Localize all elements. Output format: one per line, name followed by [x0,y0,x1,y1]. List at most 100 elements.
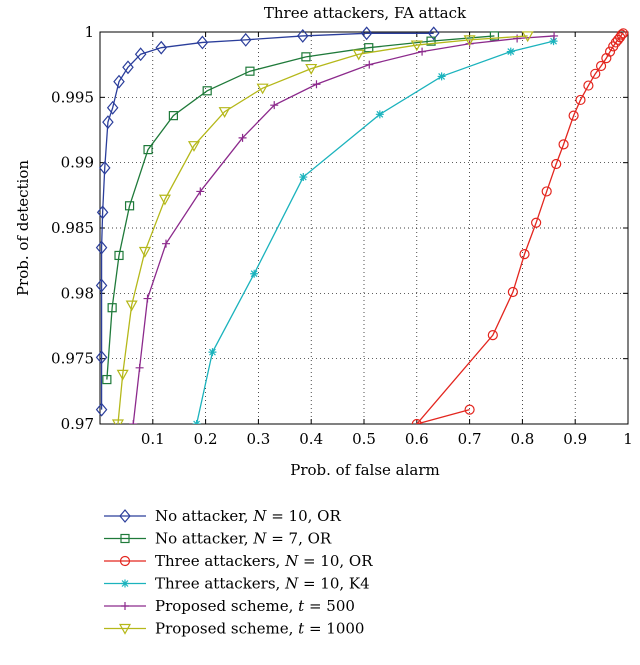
data-point [208,348,217,357]
data-point [196,35,209,50]
series-group [102,31,500,385]
data-point [218,107,231,118]
data-point [116,369,129,381]
legend-label: Three attackers, N = 10, OR [155,552,373,570]
data-point [121,579,129,588]
series-line [117,35,528,424]
data-point [427,26,440,41]
legend-label: Proposed scheme, t = 1000 [155,620,364,638]
legend-item: Proposed scheme, t = 1000 [104,620,364,638]
data-point [463,35,476,47]
data-point [618,28,629,39]
data-point [437,72,446,81]
tick-labels: 0.1 0.2 0.3 0.4 0.5 0.6 0.7 0.8 0.9 1 0.97 0.975 0.9… [51,23,633,448]
data-point [196,187,205,196]
data-point [95,240,108,255]
data-point [364,43,374,53]
data-point [98,160,111,175]
legend-item: Proposed scheme, t = 500 [104,597,355,615]
data-point [464,404,475,415]
y-tick-label: 1 [84,23,94,41]
x-tick-label: 0.4 [299,430,323,448]
data-point [107,303,117,313]
y-tick-label: 0.98 [61,284,94,302]
data-point [129,420,138,424]
data-point [550,31,559,40]
plot-frame [99,31,629,425]
data-point [426,36,436,46]
data-point [513,34,522,43]
series-line [195,40,554,424]
data-point [270,101,279,110]
series-layer [95,26,629,424]
data-point [375,110,384,119]
data-point [612,34,624,45]
data-point [143,294,152,303]
data-point [134,47,147,62]
series-line [132,35,555,424]
data-point [187,141,201,152]
data-point [616,29,627,40]
data-point [541,186,552,197]
data-point [531,217,542,228]
x-tick-label: 0.5 [352,430,376,448]
legend-item: Three attackers, N = 10, K4 [104,575,370,593]
data-point [114,250,124,261]
data-point [305,63,318,75]
x-tick-label: 0.9 [563,430,587,448]
data-point [122,60,134,75]
legend-label: No attacker, N = 7, OR [155,530,332,548]
x-tick-label: 0.7 [458,430,482,448]
data-point [125,300,138,312]
data-point [549,37,558,46]
data-point [95,350,108,365]
series-group [95,26,440,417]
data-point [583,80,594,91]
data-point [558,139,569,150]
chart-title: Three attackers, FA attack [264,4,467,22]
series-group [192,37,558,424]
data-point [410,40,423,52]
data-point [162,239,170,248]
data-point [245,66,255,76]
data-point [135,363,144,372]
series-line [100,32,434,410]
data-point [489,31,500,41]
data-point [202,86,212,96]
x-tick-label: 0.2 [194,430,218,448]
data-point [551,158,562,170]
data-point [411,418,422,424]
data-point [568,110,579,121]
data-point [120,533,130,544]
y-tick-label: 0.99 [61,154,94,172]
data-point [604,46,616,57]
y-axis-label: Prob. of detection [14,160,32,296]
data-point [521,31,534,43]
data-point [360,26,373,41]
data-point [138,246,151,258]
data-point [155,40,168,55]
series-line [106,35,495,380]
data-point [506,47,515,56]
data-point [111,419,124,424]
y-tick-label: 0.97 [61,415,94,433]
x-tick-label: 0.8 [510,430,534,448]
legend: No attacker, N = 10, OR No attacker, N = … [104,507,373,638]
data-point [507,286,518,298]
data-point [256,83,269,95]
data-point [119,555,131,567]
data-point [158,194,171,206]
data-point [192,420,201,424]
data-point [595,60,607,72]
data-point [301,52,311,62]
series-group [111,31,534,424]
data-point [299,173,308,182]
data-point [143,145,153,155]
x-tick-label: 0.1 [141,430,165,448]
y-tick-label: 0.985 [51,219,94,237]
data-point [238,133,247,142]
y-tick-label: 0.995 [51,88,94,106]
legend-label: No attacker, N = 10, OR [155,507,341,525]
legend-item: No attacker, N = 7, OR [104,530,332,548]
